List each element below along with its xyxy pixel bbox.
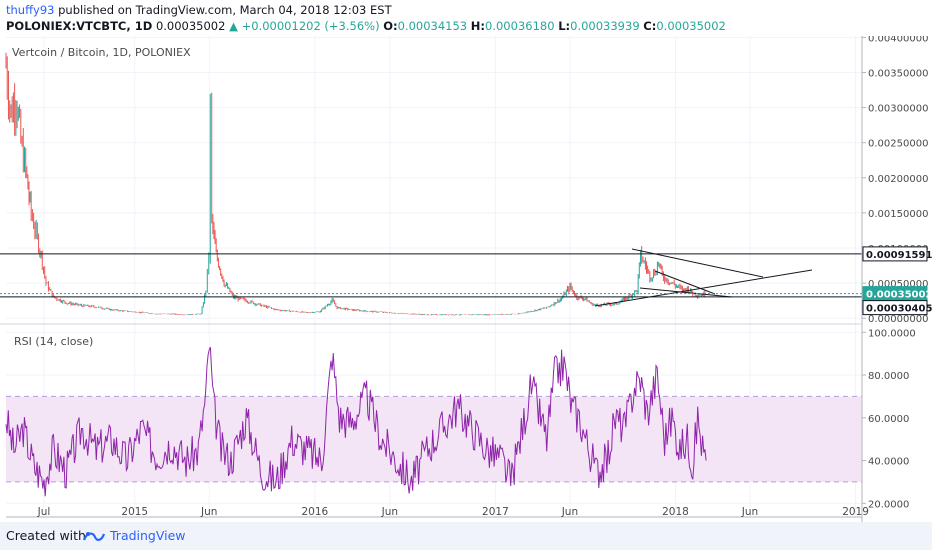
change-arrow-icon: ▲ [229,19,238,33]
time-tick-label: Jun [381,506,398,518]
chart-header: thuffy93 published on TradingView.com, M… [6,2,926,34]
low-label: L: [558,19,571,33]
rsi-band [6,396,862,482]
price-tick-label: 0.00000000 [868,314,928,325]
time-tick-label: Jul [37,506,51,518]
price-tick-label: 0.00050000 [868,279,928,290]
time-tick-label: 2017 [482,506,509,518]
low-value: 0.00033939 [570,19,640,33]
trend-lines [594,248,813,307]
chart-area[interactable]: 0.00400000 0.00350000 0.00300000 0.00250000… [0,36,932,524]
price-label-text: 0.00035002 [866,290,932,301]
created-with-label: Created with [6,528,86,543]
price-pane-title: Vertcoin / Bitcoin, 1D, POLONIEX [12,46,191,59]
high-label: H: [470,19,486,33]
rsi-tick-label: 80.0000 [868,371,909,382]
price-axis[interactable]: 0.00400000 0.00350000 0.00300000 0.00250000… [862,36,928,325]
price-change: +0.00001202 (+3.56%) [241,19,380,33]
rsi-line [5,346,707,497]
open-label: O: [383,19,398,33]
price-tick-label: 0.00300000 [868,104,928,115]
price-tick-label: 0.00250000 [868,139,928,150]
symbol-line: POLONIEX:VTCBTC, 1D 0.00035002 ▲ +0.0000… [6,18,926,34]
rsi-band-lines [6,395,862,483]
price-label-box [862,246,928,262]
high-value: 0.00036180 [485,19,555,33]
open-value: 0.00034153 [397,19,468,33]
trend-line[interactable] [594,269,813,307]
rsi-tick-label: 60.0000 [868,414,909,425]
price-tick-label: 0.00400000 [868,36,928,44]
time-tick-label: 2019 [842,506,869,518]
rsi-tick-label: 40.0000 [868,457,909,468]
time-tick-label: Jun [200,506,217,518]
time-tick-label: 2015 [121,506,148,518]
close-label: C: [643,19,657,33]
horizontal-lines [0,253,862,298]
price-label-text: 0.00091591 [866,250,932,261]
publish-line: thuffy93 published on TradingView.com, M… [6,2,926,18]
tradingview-brand[interactable]: TradingView [110,528,186,543]
trend-line[interactable] [654,270,716,295]
price-tick-label: 0.00350000 [868,69,928,80]
author-link[interactable]: thuffy93 [6,3,55,17]
price-label-box [862,300,928,316]
last-price: 0.00035002 [155,19,226,33]
rsi-tick-label: 100.0000 [868,328,916,339]
close-value: 0.00035002 [656,19,726,33]
publish-info: published on TradingView.com, March 04, … [58,3,392,17]
price-tick-label: 0.00200000 [868,174,928,185]
footer-bar: Created with TradingView [0,522,932,550]
time-axis[interactable]: Jul 2015 Jun 2016 Jun 2017 Jun 2018 Jun 2019 [37,506,869,518]
time-tick-label: 2016 [301,506,328,518]
rsi-pane-title: RSI (14, close) [14,335,93,348]
symbol-name: POLONIEX:VTCBTC, 1D [6,19,153,33]
rsi-series [5,346,707,497]
time-tick-label: Jun [561,506,578,518]
price-tick-label: 0.00150000 [868,209,928,220]
time-tick-label: Jun [741,506,758,518]
rsi-axis[interactable]: 100.0000 80.0000 60.0000 40.0000 20.0000 [862,328,916,510]
price-labels: 0.00091591 0.00035002 0.00030405 [862,246,932,316]
rsi-tick-label: 20.0000 [868,499,909,510]
tradingview-logo-icon[interactable] [82,528,106,544]
trend-line[interactable] [639,287,733,298]
price-label-text: 0.00030405 [866,304,932,315]
time-tick-label: 2018 [662,506,689,518]
